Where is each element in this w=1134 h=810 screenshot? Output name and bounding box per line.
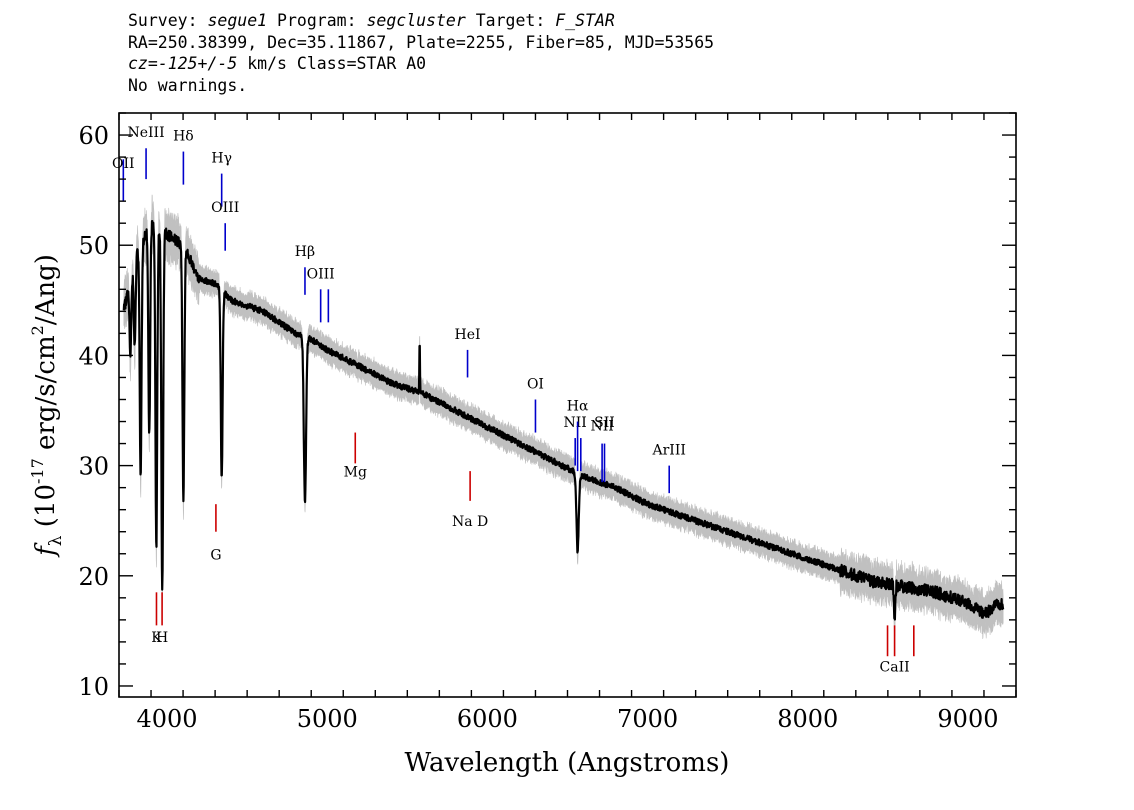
y-axis-lambda: λ	[46, 535, 66, 546]
y-axis-part1: (10	[31, 484, 61, 536]
x-tick-label: 6000	[457, 705, 518, 733]
survey-value: segue1	[207, 11, 268, 30]
cz-value: -125+/-5	[157, 54, 238, 73]
y-axis-part3: /Ang)	[31, 254, 61, 325]
y-tick-label: 50	[78, 232, 109, 260]
line-label: CaII	[880, 660, 910, 676]
line-label: NII	[590, 418, 613, 434]
target-value: F_STAR	[555, 11, 615, 30]
x-tick-label: 9000	[937, 705, 998, 733]
x-tick-label: 7000	[617, 705, 678, 733]
class-text: Class=STAR A0	[296, 54, 427, 73]
coordinates-line: RA=250.38399, Dec=35.11867, Plate=2255, …	[128, 32, 715, 52]
axis-ticks	[118, 112, 1017, 697]
line-label: Mg	[344, 465, 367, 481]
flux-series	[122, 220, 1005, 621]
y-tick-label: 10	[78, 673, 109, 701]
cz-unit: km/s	[247, 54, 287, 73]
spectrum-header: Survey: segue1 Program: segcluster Targe…	[128, 10, 714, 96]
line-label: OII	[112, 156, 135, 172]
line-label: Hγ	[211, 151, 232, 167]
line-label: K	[151, 630, 162, 646]
error-band	[123, 194, 1004, 639]
y-axis-part2: erg/s/cm	[31, 335, 61, 458]
target-label: Target:	[475, 11, 546, 30]
line-label: NeIII	[127, 125, 164, 141]
line-label: Hβ	[295, 244, 315, 260]
x-tick-label: 5000	[297, 705, 358, 733]
line-label: OI	[527, 376, 544, 392]
program-value: segcluster	[366, 11, 466, 30]
program-label: Program:	[277, 11, 357, 30]
y-tick-labels: 10 20 30 40 50 60	[78, 122, 109, 701]
line-label: SII	[594, 415, 615, 431]
flux-line	[122, 220, 1005, 621]
line-label: Hα	[567, 399, 589, 415]
line-label: G	[210, 547, 221, 563]
x-axis-title: Wavelength (Angstroms)	[405, 748, 730, 778]
y-axis-exp: -17	[28, 458, 47, 484]
line-label: Na D	[452, 514, 488, 530]
y-tick-label: 40	[78, 342, 109, 370]
line-label: OIII	[307, 266, 335, 282]
x-tick-label: 4000	[137, 705, 198, 733]
x-tick-labels: 4000 5000 6000 7000 8000 9000	[137, 705, 999, 733]
warnings-text: No warnings.	[128, 75, 248, 95]
line-label: NII	[564, 415, 587, 431]
y-tick-label: 20	[78, 563, 109, 591]
y-tick-label: 60	[78, 122, 109, 150]
survey-label: Survey:	[128, 11, 198, 30]
line-label: HeI	[455, 327, 481, 343]
y-axis-title: fλ (10-17 erg/s/cm2/Ang)	[28, 254, 66, 558]
line-label: Hδ	[173, 129, 194, 145]
cz-label: cz=	[128, 54, 158, 73]
y-tick-label: 30	[78, 453, 109, 481]
y-axis-exp2: 2	[28, 325, 47, 335]
x-tick-label: 8000	[777, 705, 838, 733]
line-label: OIII	[211, 200, 239, 216]
line-label: ArIII	[652, 443, 686, 459]
error-band-area	[123, 194, 1004, 639]
line-label: H	[156, 630, 168, 646]
